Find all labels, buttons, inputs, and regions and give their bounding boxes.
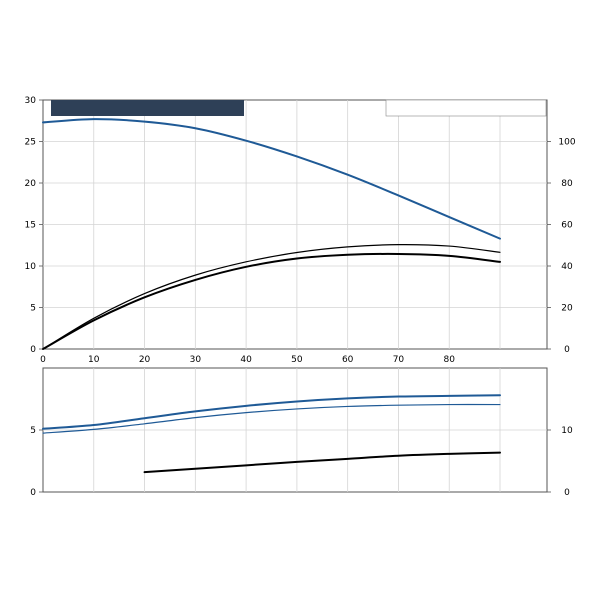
lower-series — [42, 394, 501, 474]
x-tick-label: 70 — [393, 355, 405, 365]
y-right-tick-label: 100 — [558, 138, 575, 148]
series-line-1-1 — [42, 403, 501, 434]
y-right-tick-label: 60 — [561, 221, 573, 231]
y-left-tick-label: 5 — [30, 426, 36, 436]
model-box — [385, 99, 547, 117]
y-right-tick-label: 0 — [564, 488, 570, 498]
upper-series — [42, 118, 501, 350]
title-box — [51, 100, 244, 116]
x-tick-label: 0 — [40, 355, 46, 365]
x-tick-label: 20 — [139, 355, 151, 365]
y-right-tick-label: 20 — [561, 304, 573, 314]
series-line-1-2 — [143, 451, 501, 474]
y-left-tick-label: 20 — [25, 179, 37, 189]
y-right-tick-label: 80 — [561, 179, 573, 189]
series-line-0-2 — [42, 252, 501, 350]
y-left-tick-label: 15 — [25, 221, 36, 231]
series-line-1-0 — [42, 394, 501, 430]
x-tick-label: 50 — [291, 355, 303, 365]
lower-tick-labels: 0 5 0 10 — [30, 426, 573, 498]
x-tick-label: 60 — [342, 355, 354, 365]
series-line-0-1 — [42, 243, 501, 350]
y-left-tick-label: 0 — [30, 345, 36, 355]
x-tick-label: 30 — [190, 355, 202, 365]
y-left-tick-label: 5 — [30, 304, 36, 314]
series-line-0-0 — [42, 118, 501, 240]
upper-grid — [43, 100, 547, 349]
y-left-tick-label: 10 — [25, 262, 37, 272]
y-left-tick-label: 30 — [25, 96, 37, 106]
y-left-tick-label: 0 — [30, 488, 36, 498]
y-left-tick-label: 25 — [25, 138, 36, 148]
upper-tick-labels: 0 5 10 15 20 25 30 0 20 40 60 80 100 0 10 20 30 40 50 60 70 8… — [25, 96, 576, 365]
x-tick-label: 80 — [443, 355, 455, 365]
x-tick-label: 40 — [240, 355, 252, 365]
upper-panel: 0 5 10 15 20 25 30 0 20 40 60 80 100 0 10 20 30 40 50 60 70 8… — [25, 96, 576, 365]
lower-grid — [43, 368, 547, 492]
y-right-tick-label: 40 — [561, 262, 573, 272]
lower-panel: 0 5 0 10 — [30, 367, 573, 498]
x-tick-label: 10 — [88, 355, 100, 365]
y-right-tick-label: 0 — [564, 345, 570, 355]
y-right-tick-label: 10 — [561, 426, 573, 436]
